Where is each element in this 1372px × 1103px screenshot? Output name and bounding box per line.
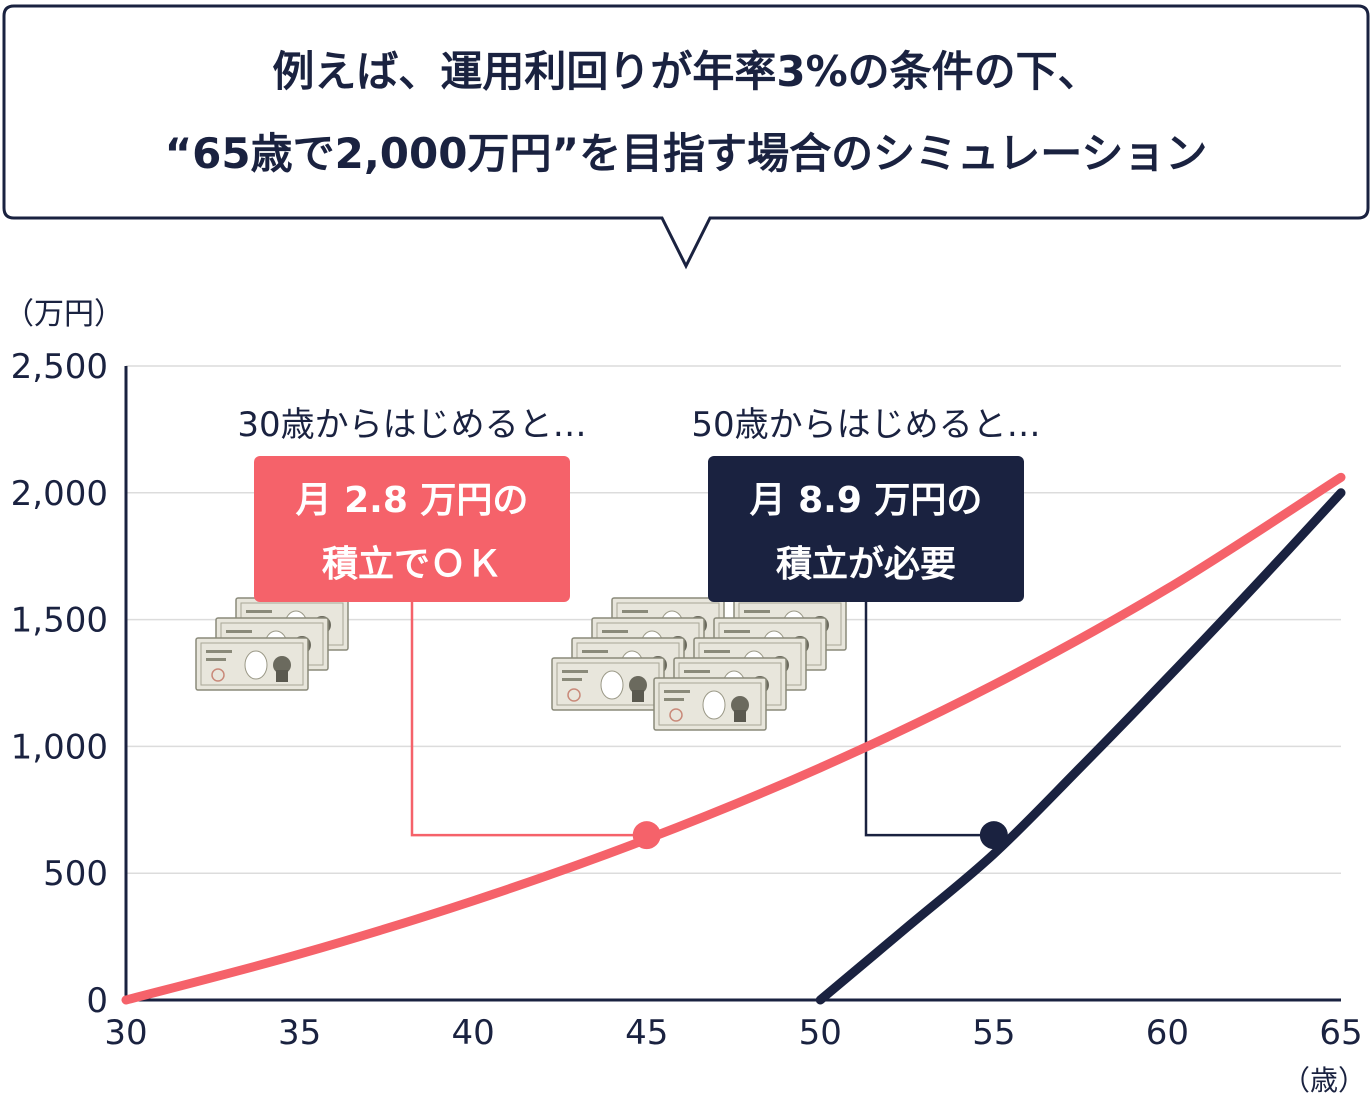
annotation-30-box — [254, 456, 570, 602]
connector-line-2 — [864, 602, 994, 837]
series-markers — [632, 821, 1008, 850]
header-line-1: 例えば、運用利回りが年率3%の条件の下、 — [272, 47, 1099, 96]
annotation-50-line-1: 月 8.9 万円の — [750, 480, 983, 521]
axes — [124, 366, 1341, 1002]
series-line-2 — [815, 488, 1346, 1005]
x-axis-title: （歳） — [1282, 1064, 1366, 1097]
annotation-30-line-2: 積立でＯＫ — [322, 544, 502, 585]
y-tick-label: 0 — [86, 981, 108, 1021]
y-tick-label: 2,000 — [11, 474, 108, 514]
annotation-50: 50歳からはじめると… 月 8.9 万円の 積立が必要 — [691, 405, 1041, 602]
marker-point-1 — [632, 821, 661, 850]
annotation-50-caption: 50歳からはじめると… — [691, 405, 1040, 445]
connector-line-1 — [410, 602, 647, 837]
x-tick-label: 45 — [625, 1013, 668, 1053]
annotation-30-line-1: 月 2.8 万円の — [296, 480, 529, 521]
x-tick-label: 35 — [278, 1013, 321, 1053]
y-tick-label: 1,500 — [11, 601, 108, 641]
header-line-2: “65歳で2,000万円”を目指す場合のシミュレーション — [165, 129, 1208, 178]
x-tick-label: 55 — [972, 1013, 1015, 1053]
y-tick-label: 500 — [43, 854, 108, 894]
x-tick-label: 40 — [452, 1013, 495, 1053]
connector-lines — [410, 602, 994, 837]
x-tick-label: 60 — [1146, 1013, 1189, 1053]
series-lines — [121, 472, 1346, 1005]
annotation-50-box — [708, 456, 1024, 602]
y-tick-label: 2,500 — [11, 347, 108, 387]
marker-point-2 — [979, 821, 1008, 850]
annotation-50-line-2: 積立が必要 — [776, 544, 956, 585]
y-tick-label: 1,000 — [11, 727, 108, 767]
tick-labels: 0 500 1,000 1,500 2,000 2,500 30 35 40 45 50 55 60 65 — [11, 347, 1363, 1053]
annotation-30-caption: 30歳からはじめると… — [237, 405, 586, 445]
x-tick-label: 30 — [104, 1013, 147, 1053]
bubble-outline — [2, 4, 1370, 270]
annotation-30: 30歳からはじめると… 月 2.8 万円の 積立でＯＫ — [237, 405, 587, 602]
x-tick-label: 50 — [799, 1013, 842, 1053]
header-bubble: 例えば、運用利回りが年率3%の条件の下、 “65歳で2,000万円”を目指す場合… — [2, 4, 1370, 270]
series-line-1 — [121, 472, 1346, 1005]
y-axis-title: （万円） — [4, 297, 124, 332]
banknotes-left-icon — [195, 597, 349, 691]
x-tick-label: 65 — [1319, 1013, 1362, 1053]
banknotes-right-icon — [551, 597, 847, 731]
